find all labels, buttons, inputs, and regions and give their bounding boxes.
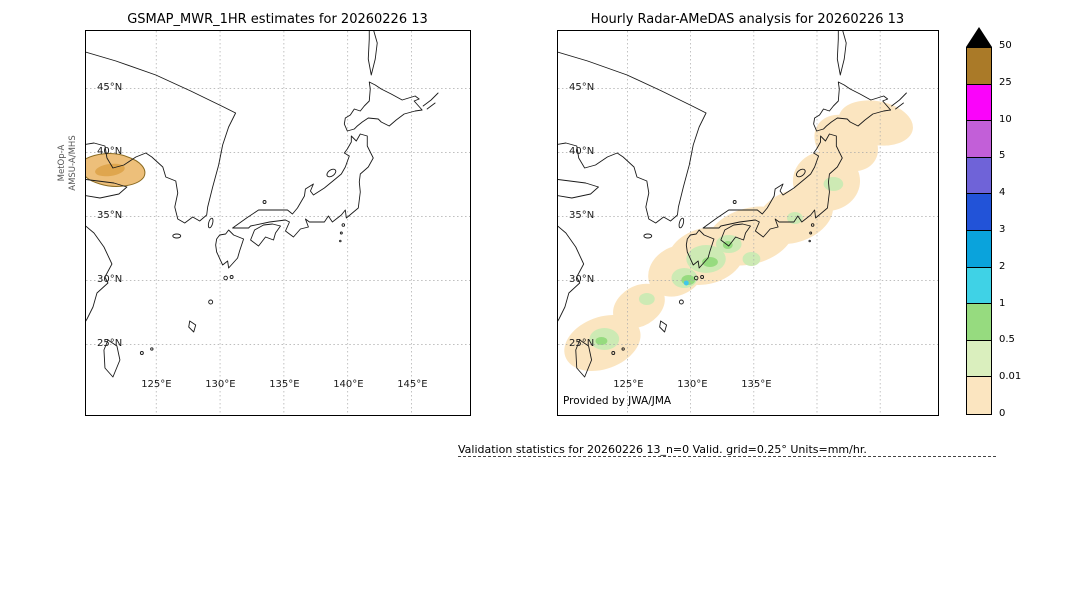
dashed-separator [458, 456, 996, 457]
gsmap-estimate-map-canvas [86, 31, 470, 415]
lat-tick-label: 40°N [569, 145, 595, 157]
colorbar-tick-label: 0 [999, 408, 1006, 419]
lon-tick-label: 130°E [677, 379, 708, 390]
colorbar-segment [967, 267, 991, 305]
lat-tick-label: 25°N [97, 337, 123, 349]
colorbar-tick-label: 2 [999, 260, 1006, 272]
colorbar-segment [967, 48, 991, 85]
lat-tick-label: 40°N [97, 145, 123, 157]
colorbar-tick-label: 4 [999, 187, 1006, 199]
lon-tick-label: 130°E [205, 379, 236, 390]
colorbar-segment [967, 230, 991, 268]
validation-stats-line: Validation statistics for 20260226 13_n=… [458, 443, 867, 456]
radar-precip-heavy-speck [683, 280, 689, 286]
lon-tick-label: 125°E [141, 379, 172, 390]
colorbar-segment [967, 121, 991, 158]
colorbar-segment [967, 340, 991, 378]
colorbar-tick-label: 5 [999, 150, 1006, 162]
credit-label: Provided by JWA/JMA [563, 395, 672, 407]
colorbar-tick-label: 0.5 [999, 334, 1015, 346]
colorbar-overflow-arrow-icon [966, 27, 992, 47]
colorbar-tick-label: 10 [999, 113, 1012, 125]
colorbar-tick-label: 3 [999, 224, 1006, 235]
lon-tick-label: 135°E [741, 379, 772, 390]
colorbar-tick-label: 50 [999, 40, 1012, 51]
colorbar-scale [966, 47, 992, 415]
colorbar-tick-label: 1 [999, 297, 1006, 309]
colorbar-segment [967, 304, 991, 341]
right-map-title: Hourly Radar-AMeDAS analysis for 2026022… [590, 12, 905, 27]
colorbar: 50 25 10 5 4 3 2 1 0.5 0.01 0 [966, 27, 1021, 427]
gsmap-swath-shading [86, 153, 146, 187]
colorbar-tick-label: 0.01 [999, 371, 1022, 383]
sensor-label-line1: MetOp-A [57, 144, 67, 182]
sensor-label: MetOp-A AMSU-A/MHS [57, 103, 79, 223]
colorbar-segment [967, 84, 991, 122]
sensor-label-line2: AMSU-A/MHS [68, 135, 79, 191]
colorbar-segment [967, 377, 991, 414]
lat-tick-label: 30°N [569, 273, 595, 285]
lat-tick-label: 45°N [97, 81, 123, 93]
colorbar-segment [967, 194, 991, 231]
lat-tick-label: 35°N [97, 209, 123, 221]
lon-tick-label: 135°E [269, 379, 300, 390]
lat-tick-label: 25°N [569, 337, 595, 349]
gridlines [86, 31, 470, 415]
lon-tick-label: 140°E [333, 379, 364, 390]
lon-tick-label: 125°E [613, 379, 644, 390]
radar-amedas-map-canvas [558, 31, 938, 415]
lon-tick-label: 145°E [397, 379, 428, 390]
colorbar-segment [967, 157, 991, 195]
lat-tick-label: 45°N [569, 81, 595, 93]
lat-tick-label: 35°N [569, 209, 595, 221]
colorbar-tick-label: 25 [999, 76, 1012, 88]
left-map-title: GSMAP_MWR_1HR estimates for 20260226 13 [127, 12, 428, 27]
lat-tick-label: 30°N [97, 273, 123, 285]
radar-amedas-map: Provided by JWA/JMA 45°N 40°N 35°N 30°N 25°N… [557, 30, 939, 416]
coastlines [86, 31, 439, 378]
gsmap-estimate-map: 45°N 40°N 35°N 30°N 25°N 125°E 130°E 135°E 140°E… [85, 30, 471, 416]
